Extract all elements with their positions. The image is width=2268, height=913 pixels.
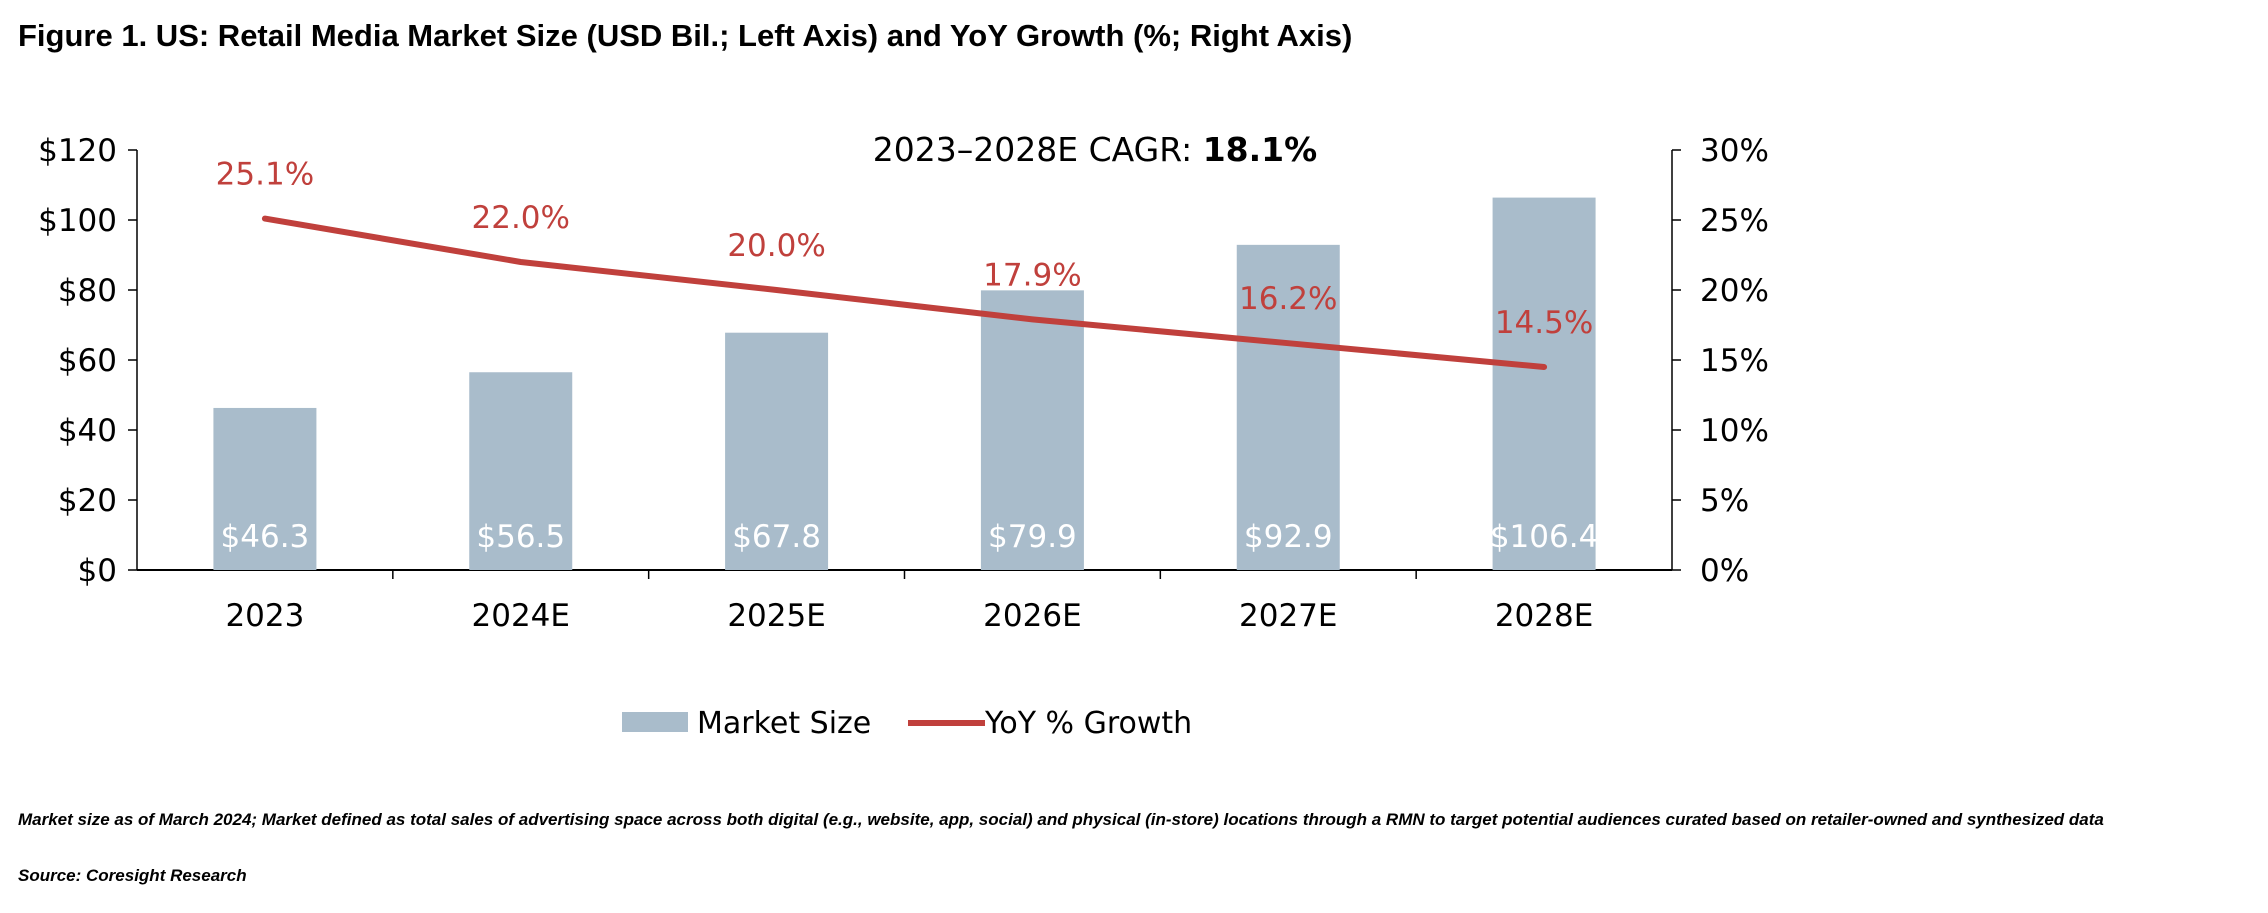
bar-value-label: $92.9 (1244, 519, 1333, 555)
growth-value-label: 25.1% (216, 157, 314, 193)
legend-market-size-label: Market Size (697, 706, 871, 741)
bar-2025e (725, 332, 829, 570)
growth-value-label: 22.0% (472, 200, 570, 236)
growth-value-label: 17.9% (983, 257, 1081, 293)
bar-2024e (469, 372, 573, 570)
left-axis-tick-label: $60 (58, 343, 117, 379)
left-axis-tick-label: $80 (58, 273, 117, 309)
chart-axes: $0 $20 $40 $60 $80 $100 $120 0% 5% 10% 15% 20% 25% 30… (38, 133, 1769, 589)
bar-2027e (1236, 244, 1340, 570)
legend-market-size-swatch (622, 712, 688, 732)
chart-legend: Market Size YoY % Growth (622, 706, 1192, 741)
bar-value-label: $67.8 (732, 519, 821, 555)
x-axis-tick-label: 2024E (472, 598, 570, 634)
growth-value-label: 14.5% (1495, 305, 1593, 341)
chart-footnote: Market size as of March 2024; Market def… (18, 810, 2104, 829)
growth-value-label: 20.0% (727, 228, 825, 264)
growth-line-labels: 25.1% 22.0% 20.0% 17.9% 16.2% 14.5% (216, 157, 1594, 341)
left-axis-tick-label: $40 (58, 413, 117, 449)
right-axis-tick-label: 25% (1700, 203, 1769, 239)
right-axis-tick-label: 10% (1700, 413, 1769, 449)
right-axis-tick-label: 20% (1700, 273, 1769, 309)
growth-value-label: 16.2% (1239, 281, 1337, 317)
left-axis-tick-label: $20 (58, 483, 117, 519)
x-axis-tick-label: 2027E (1239, 598, 1337, 634)
left-axis-tick-label: $100 (38, 203, 117, 239)
bar-value-label: $79.9 (988, 519, 1077, 555)
left-axis-tick-label: $120 (38, 133, 117, 169)
cagr-annotation-prefix: 2023–2028E CAGR: (873, 130, 1203, 169)
cagr-annotation-layer: 2023–2028E CAGR: 18.1% (873, 130, 1317, 169)
market-size-bar-labels: $46.3 $56.5 $67.8 $79.9 $92.9 $106.4 (221, 519, 1599, 555)
right-axis-tick-label: 0% (1700, 553, 1749, 589)
left-axis-tick-label: $0 (78, 553, 117, 589)
right-axis-tick-label: 30% (1700, 133, 1769, 169)
right-axis-tick-label: 5% (1700, 483, 1749, 519)
market-size-bars (213, 197, 1596, 570)
x-axis-tick-labels: 2023 2024E 2025E 2026E 2027E 2028E (225, 598, 1593, 634)
legend-yoy-growth-label: YoY % Growth (984, 706, 1192, 741)
bar-value-label: $56.5 (476, 519, 565, 555)
bar-2026e (980, 290, 1084, 570)
right-axis-tick-label: 15% (1700, 343, 1769, 379)
chart-source: Source: Coresight Research (18, 866, 247, 885)
x-axis-tick-label: 2025E (727, 598, 825, 634)
chart-title: Figure 1. US: Retail Media Market Size (… (18, 18, 1353, 53)
bar-value-label: $46.3 (221, 519, 310, 555)
x-axis-tick-label: 2026E (983, 598, 1081, 634)
growth-line-layer (261, 215, 1548, 370)
cagr-annotation: 2023–2028E CAGR: 18.1% (873, 130, 1317, 169)
bar-value-label: $106.4 (1490, 519, 1598, 555)
x-axis-tick-label: 2028E (1495, 598, 1593, 634)
bar-2023 (213, 407, 317, 570)
cagr-annotation-value: 18.1% (1203, 130, 1318, 169)
x-axis-tick-label: 2023 (225, 598, 304, 634)
bar-2028e (1492, 197, 1596, 570)
yoy-growth-line (261, 215, 1548, 370)
